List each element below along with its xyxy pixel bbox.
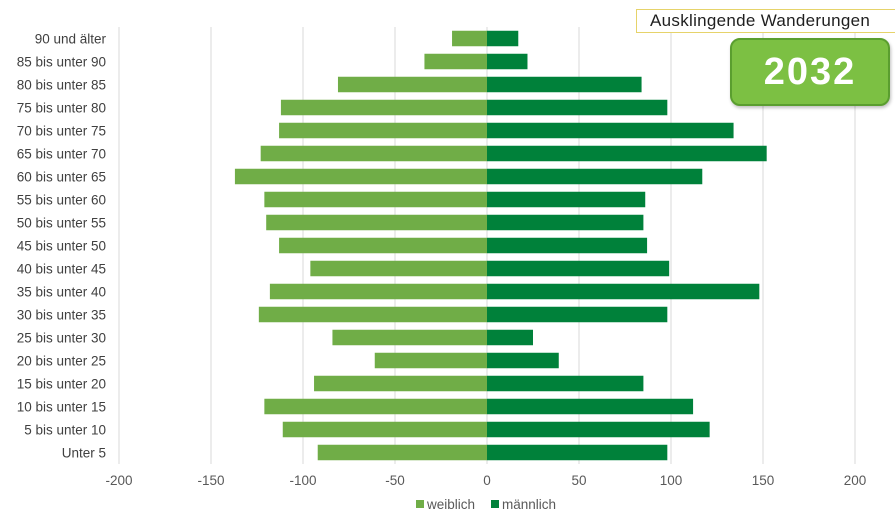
category-label: 20 bis unter 25 bbox=[17, 354, 106, 369]
scenario-label: Ausklingende Wanderungen bbox=[636, 9, 895, 33]
x-tick-label: -100 bbox=[289, 473, 316, 488]
bar-maennlich bbox=[487, 122, 734, 139]
category-labels: 90 und älter 85 bis unter 90 80 bis unter … bbox=[17, 32, 107, 461]
category-label: 25 bis unter 30 bbox=[17, 331, 106, 346]
x-tick-label: 50 bbox=[571, 473, 586, 488]
bar-weiblich bbox=[264, 398, 487, 415]
bar-weiblich bbox=[264, 191, 487, 208]
category-label: 45 bis unter 50 bbox=[17, 239, 106, 254]
bar-maennlich bbox=[487, 375, 644, 392]
bar-maennlich bbox=[487, 306, 668, 323]
category-label: 80 bis unter 85 bbox=[17, 78, 106, 93]
bar-weiblich bbox=[279, 122, 487, 139]
category-label: 70 bis unter 75 bbox=[17, 124, 106, 139]
bar-weiblich bbox=[280, 99, 487, 116]
legend-swatch-weiblich bbox=[416, 500, 424, 508]
x-tick-label: -200 bbox=[105, 473, 132, 488]
category-label: 30 bis unter 35 bbox=[17, 308, 106, 323]
bar-weiblich bbox=[337, 76, 487, 93]
bar-weiblich bbox=[332, 329, 487, 346]
legend-label-maennlich: männlich bbox=[502, 497, 556, 512]
x-axis-tick-labels: -200 -150 -100 -50 0 50 100 150 200 bbox=[105, 473, 866, 488]
bar-weiblich bbox=[258, 306, 487, 323]
bar-maennlich bbox=[487, 237, 648, 254]
bar-weiblich bbox=[452, 30, 487, 47]
category-label: 35 bis unter 40 bbox=[17, 285, 106, 300]
x-tick-label: 0 bbox=[483, 473, 491, 488]
bar-weiblich bbox=[374, 352, 487, 369]
bar-maennlich bbox=[487, 30, 519, 47]
bar-maennlich bbox=[487, 53, 528, 70]
legend-swatch-maennlich bbox=[491, 500, 499, 508]
bar-weiblich bbox=[282, 421, 487, 438]
bar-maennlich bbox=[487, 421, 710, 438]
bar-weiblich bbox=[424, 53, 487, 70]
bar-weiblich bbox=[234, 168, 487, 185]
bar-maennlich bbox=[487, 283, 760, 300]
bars bbox=[234, 30, 767, 461]
bar-maennlich bbox=[487, 145, 767, 162]
x-tick-label: -50 bbox=[385, 473, 405, 488]
bar-weiblich bbox=[317, 444, 487, 461]
category-label: 15 bis unter 20 bbox=[17, 377, 106, 392]
category-label: 85 bis unter 90 bbox=[17, 55, 106, 70]
legend: weiblich männlich bbox=[416, 497, 556, 512]
category-label: 60 bis unter 65 bbox=[17, 170, 106, 185]
category-label: 5 bis unter 10 bbox=[24, 423, 106, 438]
x-tick-label: -150 bbox=[197, 473, 224, 488]
category-label: 65 bis unter 70 bbox=[17, 147, 106, 162]
bar-maennlich bbox=[487, 214, 644, 231]
bar-weiblich bbox=[266, 214, 487, 231]
bar-weiblich bbox=[260, 145, 487, 162]
bar-maennlich bbox=[487, 168, 703, 185]
bar-maennlich bbox=[487, 76, 642, 93]
year-badge: 2032 bbox=[730, 38, 890, 106]
category-label: 50 bis unter 55 bbox=[17, 216, 106, 231]
x-tick-label: 200 bbox=[844, 473, 867, 488]
bar-maennlich bbox=[487, 191, 646, 208]
category-label: Unter 5 bbox=[62, 446, 106, 461]
bar-maennlich bbox=[487, 99, 668, 116]
x-tick-label: 150 bbox=[752, 473, 775, 488]
bar-maennlich bbox=[487, 398, 694, 415]
bar-weiblich bbox=[314, 375, 487, 392]
bar-weiblich bbox=[279, 237, 487, 254]
category-label: 75 bis unter 80 bbox=[17, 101, 106, 116]
category-label: 90 und älter bbox=[35, 32, 107, 47]
bar-maennlich bbox=[487, 444, 668, 461]
legend-label-weiblich: weiblich bbox=[426, 497, 475, 512]
category-label: 40 bis unter 45 bbox=[17, 262, 106, 277]
bar-maennlich bbox=[487, 329, 533, 346]
category-label: 55 bis unter 60 bbox=[17, 193, 106, 208]
category-label: 10 bis unter 15 bbox=[17, 400, 106, 415]
bar-weiblich bbox=[310, 260, 487, 277]
bar-maennlich bbox=[487, 260, 670, 277]
x-tick-label: 100 bbox=[660, 473, 683, 488]
bar-maennlich bbox=[487, 352, 559, 369]
bar-weiblich bbox=[269, 283, 487, 300]
